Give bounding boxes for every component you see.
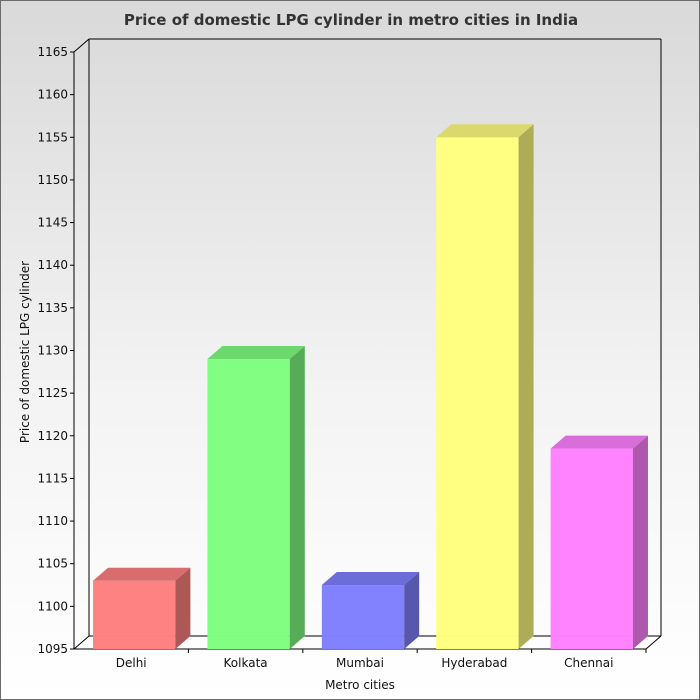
chart-title: Price of domestic LPG cylinder in metro … [124, 11, 578, 29]
y-tick-label: 1115 [37, 471, 68, 485]
x-tick-label: Hyderabad [441, 656, 507, 670]
y-axis-label: Price of domestic LPG cylinder [18, 261, 32, 443]
x-tick-label: Mumbai [336, 656, 384, 670]
bar-front [436, 137, 519, 650]
y-tick-label: 1130 [37, 344, 68, 358]
x-axis-label: Metro cities [325, 678, 395, 692]
y-tick-label: 1165 [37, 45, 68, 59]
bar-top [93, 567, 191, 581]
y-tick-label: 1145 [37, 216, 68, 230]
frame-edge [645, 635, 662, 650]
y-tick-label: 1110 [37, 514, 68, 528]
bar-side [289, 346, 305, 649]
bar-side [518, 124, 534, 650]
bar-mumbai [321, 572, 420, 649]
x-tick-label: Chennai [564, 656, 613, 670]
bar-front [207, 359, 290, 649]
bar-top [321, 572, 420, 586]
y-tick-label: 1105 [37, 557, 68, 571]
x-tick-label: Delhi [116, 656, 147, 670]
bar-side [632, 435, 648, 649]
bar-hyderabad [436, 124, 534, 650]
bar-top [436, 124, 534, 138]
x-tick-label: Kolkata [224, 656, 268, 670]
bar-side [404, 572, 420, 649]
y-tick-label: 1095 [37, 642, 68, 656]
bar-top [550, 435, 648, 449]
bar-front [550, 448, 633, 649]
x-axis-ticks: Delhi Kolkata Mumbai Hyderabad Chennai [116, 649, 647, 670]
frame-edge [73, 635, 90, 650]
y-tick-label: 1150 [37, 173, 68, 187]
frame-edge [73, 38, 90, 53]
bar-front [93, 580, 176, 649]
bar-kolkata [207, 346, 305, 649]
bar-delhi [93, 567, 191, 649]
y-axis-ticks: 1095 1100 1105 1110 1115 1120 1125 1130 1135 1140… [37, 45, 74, 656]
bar-chennai [550, 435, 648, 649]
y-tick-label: 1160 [37, 88, 68, 102]
y-tick-label: 1140 [37, 258, 68, 272]
y-tick-label: 1135 [37, 301, 68, 315]
bar-top [207, 346, 305, 360]
y-tick-label: 1125 [37, 386, 68, 400]
y-tick-label: 1155 [37, 130, 68, 144]
y-tick-label: 1100 [37, 599, 68, 613]
bar-front [321, 585, 405, 649]
y-tick-label: 1120 [37, 429, 68, 443]
bar-side [175, 567, 191, 649]
bars [93, 124, 648, 650]
